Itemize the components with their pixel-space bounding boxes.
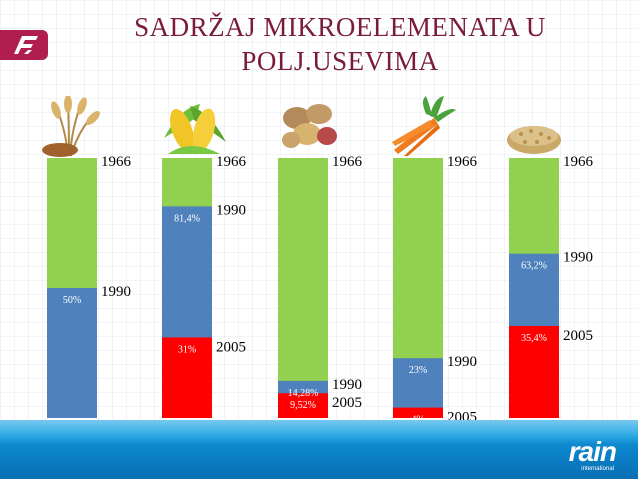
year-label-krompir-1966: 1966 (332, 154, 363, 170)
year-label-sargarepa-1990: 1990 (447, 354, 477, 370)
year-label-jecam-1966: 1966 (563, 154, 594, 170)
data-label-sargarepa-1990: 23% (409, 365, 427, 376)
footer-wave (0, 420, 638, 444)
title-line-1: SADRŽAJ MIKROELEMENATA U (134, 12, 546, 42)
brand-logo-icon (0, 30, 48, 60)
bar-jecam-2005 (509, 325, 559, 418)
year-label-jecam-1990: 1990 (563, 250, 593, 266)
carrot-icon (392, 96, 456, 156)
bar-krompir-2005 (278, 393, 328, 418)
potato-icon (282, 104, 337, 148)
data-label-psenica-1990: 50% (63, 295, 81, 306)
year-label-kukuruz-1990: 1990 (216, 202, 246, 218)
year-label-psenica-1990: 1990 (101, 284, 131, 300)
year-label-kukuruz-2005: 2005 (216, 339, 246, 355)
corn-icon (164, 104, 226, 154)
rain-logo: rain (568, 436, 617, 467)
data-label-kukuruz-1990: 81,4% (174, 213, 200, 224)
year-label-krompir-1990: 1990 (332, 377, 362, 393)
year-label-sargarepa-1966: 1966 (447, 154, 478, 170)
bar-psenica-1990 (47, 288, 97, 418)
year-label-kukuruz-1966: 1966 (216, 154, 247, 170)
year-label-psenica-1966: 1966 (101, 154, 132, 170)
data-label-kukuruz-2005: 31% (178, 344, 196, 355)
year-label-krompir-2005: 2005 (332, 395, 362, 411)
data-label-jecam-1990: 63,2% (521, 261, 547, 272)
bar-krompir-1966 (278, 158, 328, 418)
data-label-jecam-2005: 35,4% (521, 333, 547, 344)
wheat-icon (42, 96, 100, 157)
title-line-2: POLJ.USEVIMA (241, 46, 439, 76)
barley-grain-icon (507, 126, 561, 154)
bar-kukuruz-2005 (162, 337, 212, 418)
data-label-krompir-1990: 14,28% (288, 388, 319, 399)
rain-logo-subtitle: international (581, 466, 614, 472)
year-label-jecam-2005: 2005 (563, 328, 593, 344)
bar-sargarepa-2005 (393, 407, 443, 418)
data-label-krompir-2005: 9,52% (290, 400, 316, 411)
page-title: SADRŽAJ MIKROELEMENATA U POLJ.USEVIMA (80, 10, 600, 78)
